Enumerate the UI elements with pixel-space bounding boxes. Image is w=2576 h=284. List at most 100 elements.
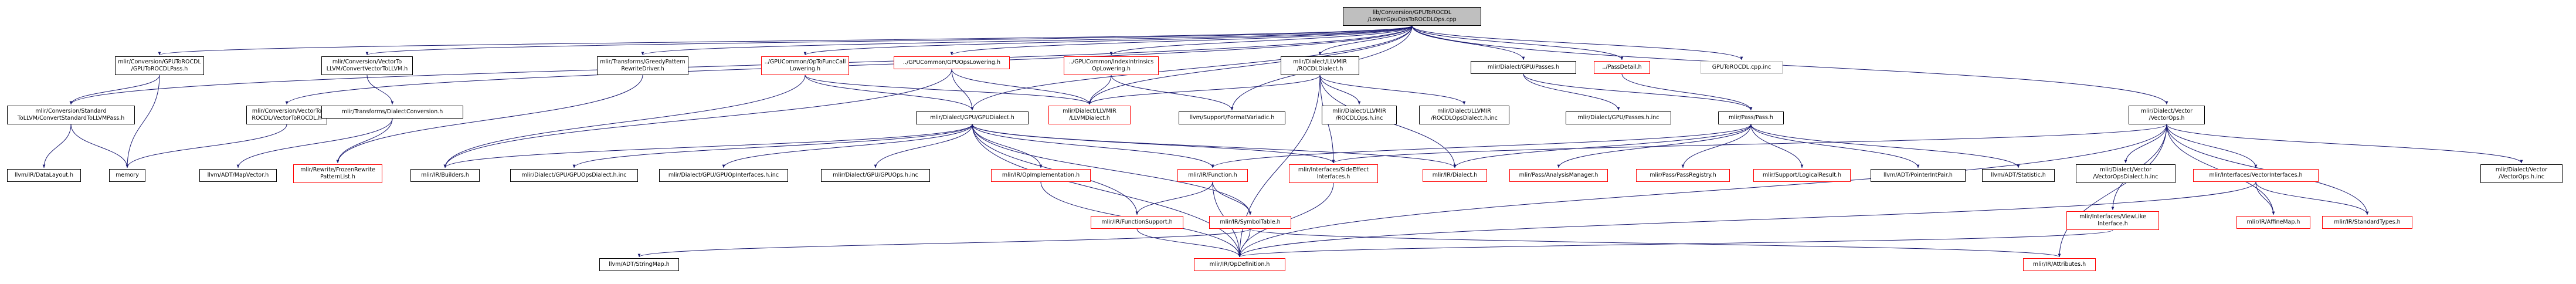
node-gpu-op-interfaces-inc[interactable]: mlir/Dialect/GPU/GPUOpInterfaces.h.inc	[659, 169, 788, 182]
node-analysis-mgr[interactable]: mlir/Pass/AnalysisManager.h	[1509, 169, 1608, 182]
node-rocdl-dialect[interactable]: mlir/Dialect/LLVMIR/ROCDLDialect.h	[1281, 56, 1359, 75]
node-label-line: PatternList.h	[320, 174, 355, 180]
node-map-vector[interactable]: llvm/ADT/MapVector.h	[199, 169, 277, 182]
edge-vector_ops-to-vector_ops_dialect_inc	[2124, 124, 2167, 164]
node-gpu-ops-inc[interactable]: mlir/Dialect/GPU/GPUOps.h.inc	[821, 169, 930, 182]
edge-pass_pass-to-analysis_mgr	[1557, 124, 1752, 168]
edge-gpu_ops_lowering-to-llvm_dialect	[951, 69, 1091, 105]
node-label-line: mlir/IR/AffineMap.h	[2246, 219, 2300, 225]
node-side-effect[interactable]: mlir/Interfaces/SideEffect Interfaces.h	[1289, 164, 1378, 183]
node-label-line: mlir/Transforms/GreedyPattern	[600, 59, 685, 65]
node-vector-ops-inc[interactable]: mlir/Dialect/Vector/VectorOps.h.inc	[2480, 164, 2563, 183]
node-label-line: ../PassDetail.h	[1602, 64, 1642, 70]
node-label-line: mlir/IR/Builders.h	[421, 172, 469, 178]
node-std-to-llvm-pass[interactable]: mlir/Conversion/Standard ToLLVM/ConvertSt…	[7, 106, 135, 124]
node-label-line: Interfaces.h	[1316, 174, 1350, 180]
edge-dialect_conv-to-frozen_pattern	[336, 118, 393, 164]
node-frozen-pattern[interactable]: mlir/Rewrite/FrozenRewrite PatternList.h	[293, 164, 382, 183]
edge-pass_detail-to-pass_pass	[1621, 73, 1753, 111]
node-label-line: mlir/Interfaces/ViewLike	[2079, 214, 2146, 220]
node-gpu-passes[interactable]: mlir/Dialect/GPU/Passes.h	[1471, 61, 1576, 74]
node-op-definition[interactable]: mlir/IR/OpDefinition.h	[1194, 258, 1285, 271]
node-function-support[interactable]: mlir/IR/FunctionSupport.h	[1091, 216, 1183, 229]
node-format-variadic[interactable]: llvm/Support/FormatVariadic.h	[1179, 111, 1285, 124]
node-statistic[interactable]: llvm/ADT/Statistic.h	[1982, 169, 2055, 182]
node-op-impl[interactable]: mlir/IR/OpImplementation.h	[991, 169, 1091, 182]
node-affine-map[interactable]: mlir/IR/AffineMap.h	[2236, 216, 2310, 229]
node-index-intr[interactable]: ../GPUCommon/IndexIntrinsics OpLowering.h	[1064, 56, 1159, 75]
node-ir-dialect[interactable]: mlir/IR/Dialect.h	[1423, 169, 1487, 182]
node-label-line: mlir/Dialect/GPU/GPUOpInterfaces.h.inc	[668, 172, 779, 178]
node-vector-ops-dialect-inc[interactable]: mlir/Dialect/Vector/VectorOpsDialect.h.i…	[2076, 164, 2175, 183]
node-label-line: ../GPUCommon/IndexIntrinsics	[1068, 59, 1154, 65]
edge-gpu_dialect-to-symbol_table	[972, 124, 1252, 215]
edge-root-to-rocdl_dialect	[1318, 25, 1413, 56]
node-rocdl-ops-dialect-inc[interactable]: mlir/Dialect/LLVMIR/ROCDLOpsDialect.h.in…	[1419, 106, 1509, 124]
node-string-map[interactable]: llvm/ADT/StringMap.h	[599, 258, 679, 271]
edge-pass_pass-to-pointer_int_pair	[1750, 124, 1920, 168]
node-func-call[interactable]: ../GPUCommon/OpToFuncCall Lowering.h	[761, 56, 849, 75]
node-label-line: /VectorOps.h.inc	[2499, 174, 2544, 180]
edge-symbol_table-to-attributes	[1250, 228, 2061, 258]
node-gpu-rocdl-inc[interactable]: GPUToROCDL.cpp.inc	[1701, 61, 1783, 74]
edge-greedy-to-frozen_pattern	[336, 75, 643, 164]
edge-vector_interfaces-to-standard_types	[2255, 181, 2369, 215]
node-gpu-ops-dialect-inc[interactable]: mlir/Dialect/GPU/GPUOpsDialect.h.inc	[510, 169, 638, 182]
node-greedy[interactable]: mlir/Transforms/GreedyPattern RewriteDriv…	[597, 56, 688, 75]
node-ir-function[interactable]: mlir/IR/Function.h	[1177, 169, 1248, 182]
node-vector-ops[interactable]: mlir/Dialect/Vector/VectorOps.h	[2129, 106, 2205, 124]
edge-gpu_dialect-to-gpu_ops_inc	[874, 124, 973, 168]
node-dialect-conv[interactable]: mlir/Transforms/DialectConversion.h	[321, 106, 463, 119]
node-pointer-int-pair[interactable]: llvm/ADT/PointerIntPair.h	[1871, 169, 1966, 182]
edge-vector_ops-to-attributes	[2058, 124, 2167, 258]
node-label-line: ToLLVM/ConvertStandardToLLVMPass.h	[17, 115, 125, 121]
edge-symbol_table-to-op_definition	[1238, 228, 1251, 258]
node-label-line: lib/Conversion/GPUToROCDL	[1372, 9, 1452, 16]
node-gpu-passes-inc[interactable]: mlir/Dialect/GPU/Passes.h.inc	[1566, 111, 1671, 124]
edge-pass_pass-to-statistic	[1750, 124, 2020, 168]
node-label-line: /ROCDLOps.h.inc	[1335, 115, 1383, 121]
edge-pass_pass-to-logical_result	[1750, 124, 1804, 168]
edge-func_call-to-llvm_dialect	[805, 75, 1091, 105]
node-pass-detail[interactable]: ../PassDetail.h	[1594, 61, 1650, 74]
node-label-line: llvm/IR/DataLayout.h	[15, 172, 73, 178]
node-vec-to-rocdl[interactable]: mlir/Conversion/VectorTo ROCDL/VectorToRO…	[246, 106, 327, 124]
node-label-line: mlir/Dialect/GPU/Passes.h	[1487, 64, 1560, 70]
node-gpu-dialect[interactable]: mlir/Dialect/GPU/GPUDialect.h	[916, 111, 1029, 124]
node-attributes[interactable]: mlir/IR/Attributes.h	[2023, 258, 2096, 271]
edge-rocdl_dialect-to-llvm_dialect	[1088, 75, 1321, 105]
node-vec-to-llvm[interactable]: mlir/Conversion/VectorTo LLVM/ConvertVect…	[321, 56, 413, 75]
node-pass-pass[interactable]: mlir/Pass/Pass.h	[1718, 111, 1784, 124]
node-rocdl-ops-inc[interactable]: mlir/Dialect/LLVMIR/ROCDLOps.h.inc	[1322, 106, 1397, 124]
edge-gpu_dialect-to-gpu_op_interfaces_inc	[722, 124, 973, 168]
edge-root-to-vec_to_rocdl	[285, 25, 1413, 105]
node-label-line: mlir/Pass/AnalysisManager.h	[1519, 172, 1598, 178]
node-vector-interfaces[interactable]: mlir/Interfaces/VectorInterfaces.h	[2193, 169, 2319, 182]
node-memory[interactable]: memory	[109, 169, 145, 182]
node-data-layout[interactable]: llvm/IR/DataLayout.h	[7, 169, 81, 182]
edge-gpu_dialect-to-gpu_ops_dialect_inc	[572, 124, 973, 168]
node-label-line: Interface.h	[2098, 221, 2128, 227]
node-label-line: /LowerGpuOpsToROCDLOps.cpp	[1367, 16, 1457, 23]
node-label-line: mlir/Dialect/GPU/GPUDialect.h	[930, 114, 1014, 121]
node-label-line: mlir/IR/FunctionSupport.h	[1101, 219, 1173, 225]
node-gpu-rocdl-h[interactable]: mlir/Conversion/GPUToROCDL/GPUToROCDLPas…	[115, 56, 204, 75]
node-label-line: LLVM/ConvertVectorToLLVM.h	[326, 66, 408, 72]
node-pass-registry[interactable]: mlir/Pass/PassRegistry.h	[1636, 169, 1730, 182]
node-llvm-dialect[interactable]: mlir/Dialect/LLVMIR/LLVMDialect.h	[1048, 106, 1131, 124]
edge-vector_interfaces-to-op_definition	[1238, 181, 2256, 258]
node-gpu-ops-lowering[interactable]: ../GPUCommon/GPUOpsLowering.h	[894, 56, 1010, 69]
node-standard-types[interactable]: mlir/IR/StandardTypes.h	[2322, 216, 2412, 229]
node-label-line: mlir/Rewrite/FrozenRewrite	[300, 167, 375, 173]
node-logical-result[interactable]: mlir/Support/LogicalResult.h	[1753, 169, 1851, 182]
node-builders[interactable]: mlir/IR/Builders.h	[410, 169, 480, 182]
node-label-line: mlir/Transforms/DialectConversion.h	[341, 109, 443, 115]
node-label-line: llvm/Support/FormatVariadic.h	[1189, 114, 1275, 121]
node-symbol-table[interactable]: mlir/IR/SymbolTable.h	[1209, 216, 1291, 229]
edge-vec_to_rocdl-to-memory	[125, 124, 287, 168]
edge-gpu_dialect-to-op_definition	[972, 124, 1241, 258]
edge-root-to-vector_ops	[1411, 25, 2168, 105]
node-view-like[interactable]: mlir/Interfaces/ViewLike Interface.h	[2066, 211, 2159, 230]
